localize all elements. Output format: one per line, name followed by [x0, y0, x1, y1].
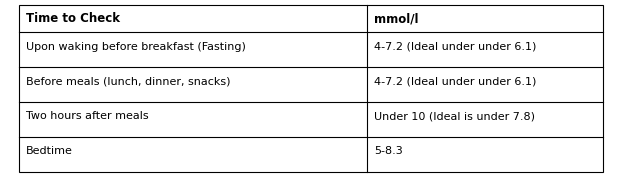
Text: Before meals (lunch, dinner, snacks): Before meals (lunch, dinner, snacks) — [26, 76, 231, 87]
Text: 4-7.2 (Ideal under under 6.1): 4-7.2 (Ideal under under 6.1) — [374, 42, 536, 52]
Text: Upon waking before breakfast (Fasting): Upon waking before breakfast (Fasting) — [26, 42, 246, 52]
Text: Under 10 (Ideal is under 7.8): Under 10 (Ideal is under 7.8) — [374, 112, 535, 121]
Text: 5-8.3: 5-8.3 — [374, 146, 403, 156]
Text: Time to Check: Time to Check — [26, 12, 120, 25]
Text: 4-7.2 (Ideal under under 6.1): 4-7.2 (Ideal under under 6.1) — [374, 76, 536, 87]
Text: Two hours after meals: Two hours after meals — [26, 112, 149, 121]
Text: Bedtime: Bedtime — [26, 146, 73, 156]
Text: mmol/l: mmol/l — [374, 12, 419, 25]
